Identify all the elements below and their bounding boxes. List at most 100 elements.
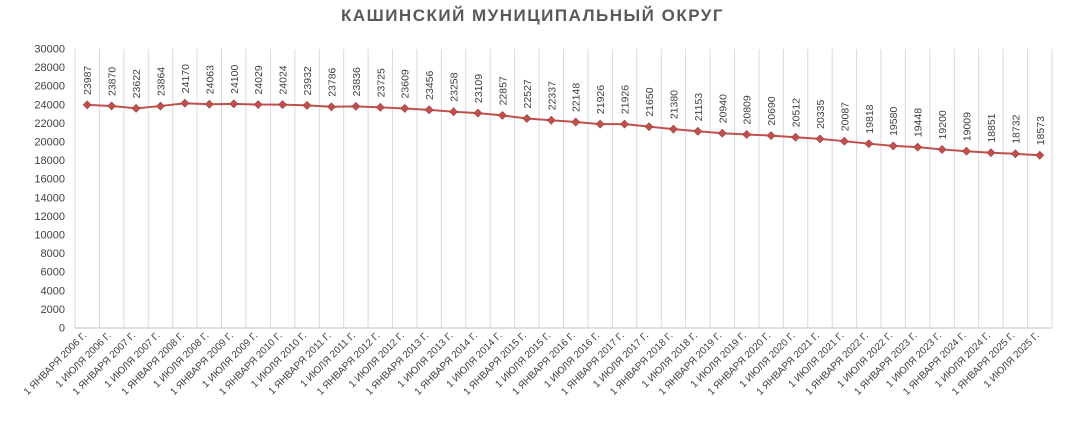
- data-point: [424, 105, 434, 115]
- y-tick-label: 8000: [41, 248, 65, 260]
- data-label: 18851: [986, 113, 998, 142]
- data-point: [644, 122, 654, 132]
- data-point: [327, 102, 336, 112]
- data-point: [522, 114, 532, 123]
- data-label: 23870: [107, 67, 119, 96]
- data-label: 20087: [839, 102, 851, 131]
- data-point: [278, 100, 288, 110]
- data-label: 22337: [546, 81, 558, 110]
- data-label: 23456: [424, 71, 436, 100]
- data-point: [717, 128, 727, 138]
- y-axis-tick-labels: 0 2000 4000 6000 8000 10000 12000 14000 16000 180…: [34, 44, 65, 335]
- data-label: 21650: [644, 87, 656, 116]
- data-label: 24024: [278, 65, 290, 94]
- y-tick-label: 2000: [41, 304, 65, 316]
- data-point: [937, 145, 947, 154]
- data-label: 24100: [229, 65, 241, 94]
- y-tick-label: 20000: [34, 137, 65, 149]
- data-point: [791, 132, 800, 142]
- data-label: 23725: [375, 68, 387, 97]
- y-tick-label: 4000: [41, 285, 65, 297]
- data-label: 24029: [253, 65, 265, 94]
- data-point: [1010, 149, 1020, 159]
- data-point: [351, 101, 361, 111]
- data-label: 22857: [497, 76, 509, 105]
- data-point: [986, 148, 996, 158]
- data-label: 20809: [742, 95, 754, 124]
- data-label: 22148: [571, 83, 583, 112]
- data-label: 19448: [913, 108, 925, 137]
- data-point: [400, 104, 410, 113]
- data-labels: 23987 23870 23622 23864 24170 24063 24100 24029…: [82, 64, 1047, 145]
- data-point: [1035, 150, 1045, 160]
- series-line: [87, 102, 1040, 157]
- data-label: 23258: [449, 72, 461, 101]
- data-label: 21926: [620, 85, 632, 114]
- data-label: 20940: [717, 94, 729, 123]
- data-point: [742, 130, 752, 139]
- data-point: [253, 100, 263, 109]
- data-point: [620, 119, 629, 129]
- data-point: [571, 117, 581, 127]
- data-label: 20335: [815, 100, 827, 129]
- data-point: [913, 142, 923, 152]
- data-label: 23864: [155, 67, 167, 96]
- data-label: 23836: [351, 67, 363, 96]
- data-point: [82, 100, 92, 110]
- data-label: 20690: [766, 96, 778, 125]
- data-label: 21380: [668, 90, 680, 119]
- data-point: [473, 108, 483, 118]
- y-tick-label: 12000: [34, 211, 65, 223]
- data-point: [766, 131, 776, 141]
- series-line-path: [87, 102, 1040, 157]
- data-point: [962, 146, 971, 156]
- data-point: [204, 99, 214, 109]
- data-label: 18732: [1010, 114, 1022, 143]
- data-point: [229, 99, 239, 109]
- data-point: [839, 136, 849, 146]
- y-tick-label: 24000: [34, 99, 65, 111]
- data-label: 19580: [888, 107, 900, 136]
- data-label: 21926: [595, 85, 607, 114]
- data-point: [864, 139, 874, 149]
- y-tick-label: 28000: [34, 62, 65, 74]
- chart-title: КАШИНСКИЙ МУНИЦИПАЛЬНЫЙ ОКРУГ: [340, 6, 725, 25]
- data-label: 22527: [522, 79, 534, 108]
- data-label: 19200: [937, 110, 949, 139]
- y-tick-label: 6000: [41, 267, 65, 279]
- data-label: 18573: [1035, 116, 1047, 145]
- data-point: [302, 101, 312, 110]
- data-point: [156, 101, 165, 111]
- data-point: [375, 102, 385, 112]
- data-label: 23987: [82, 66, 94, 95]
- y-tick-label: 18000: [34, 155, 65, 167]
- data-point: [595, 119, 605, 129]
- data-point: [888, 141, 898, 151]
- y-tick-label: 26000: [34, 81, 65, 93]
- data-point: [131, 103, 141, 113]
- y-tick-label: 16000: [34, 174, 65, 186]
- y-tick-label: 10000: [34, 230, 65, 242]
- data-point: [815, 134, 825, 144]
- y-tick-label: 22000: [34, 118, 65, 130]
- data-label: 23109: [473, 74, 485, 103]
- data-label: 23786: [326, 67, 338, 96]
- data-point: [449, 107, 459, 117]
- data-label: 19818: [864, 104, 876, 133]
- vertical-gridlines: [74, 49, 1053, 328]
- data-point: [498, 111, 507, 120]
- data-point: [546, 115, 556, 125]
- y-tick-label: 14000: [34, 192, 65, 204]
- data-label: 21153: [693, 93, 705, 122]
- data-point: [693, 126, 703, 136]
- data-label: 23609: [400, 69, 412, 98]
- data-point: [668, 124, 678, 134]
- x-axis-tick-labels: 1 ЯНВАРЯ 2006 Г.1 ИЮЛЯ 2006 Г.1 ЯНВАРЯ 2…: [22, 330, 1042, 397]
- data-label: 24063: [204, 65, 216, 94]
- data-label: 24170: [180, 64, 192, 93]
- data-label: 19009: [962, 112, 974, 141]
- y-tick-label: 30000: [34, 44, 65, 56]
- data-point: [180, 98, 190, 108]
- data-label: 23622: [131, 69, 143, 98]
